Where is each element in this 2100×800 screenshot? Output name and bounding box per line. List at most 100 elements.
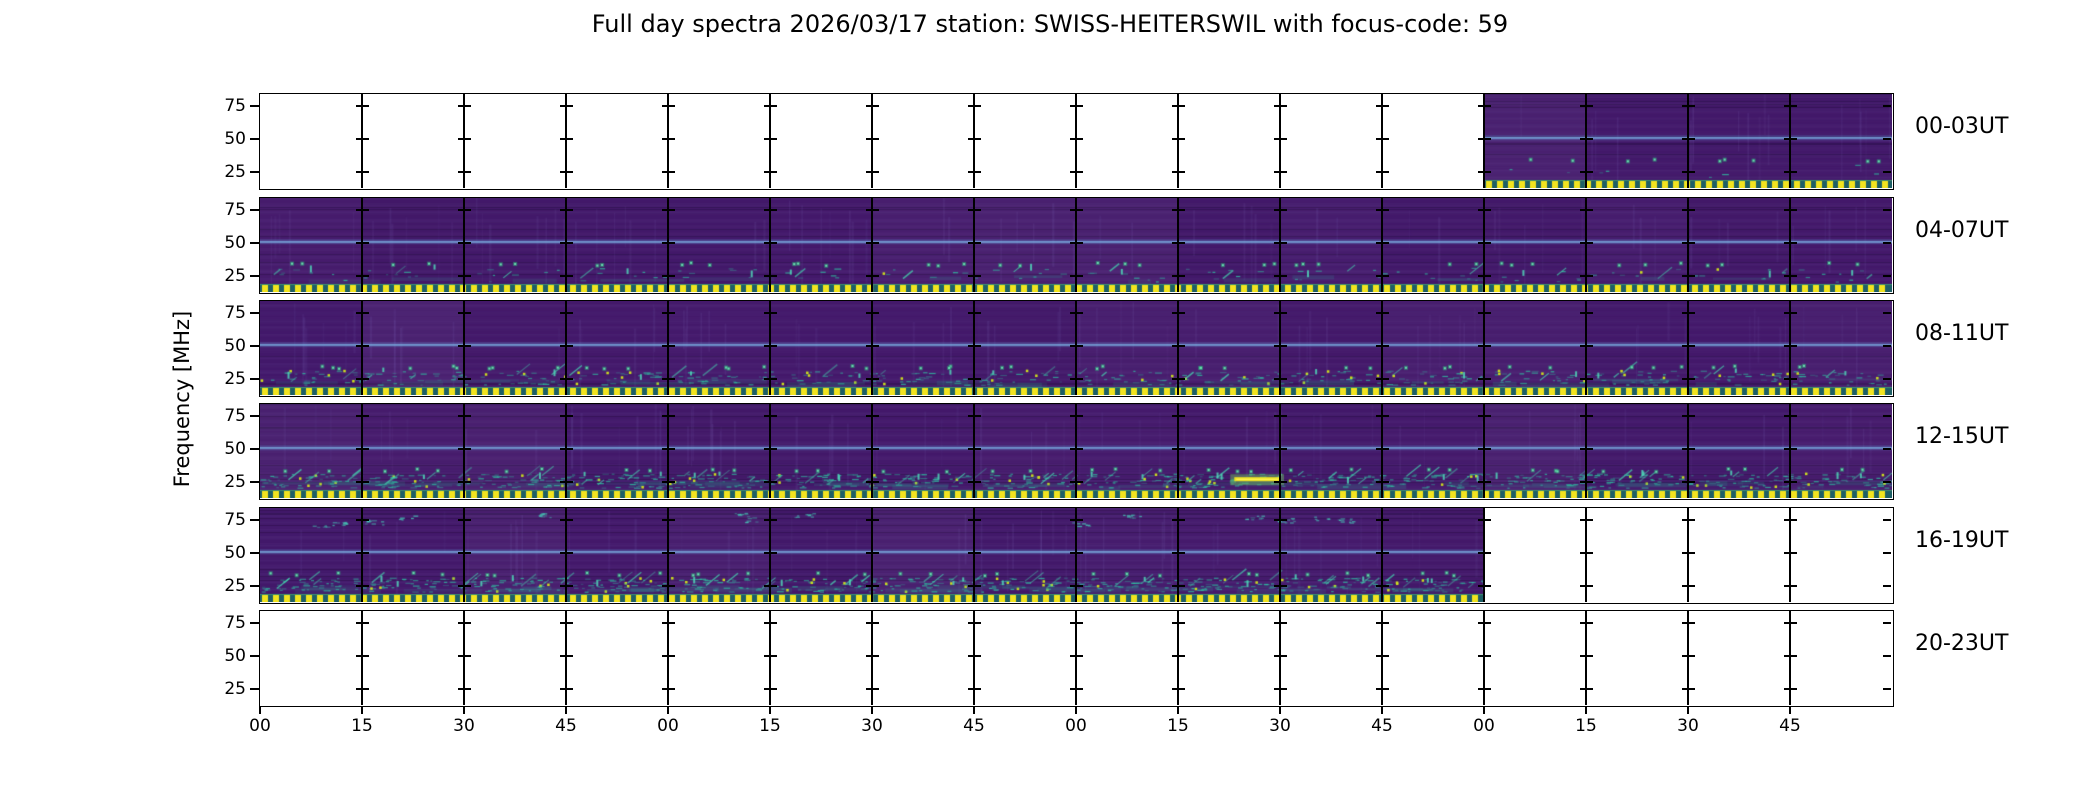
freq-tick-dash [355,242,369,245]
segment-divider [463,301,465,395]
freq-tick-dash [661,275,675,278]
freq-tick-dash [1069,345,1083,348]
y-tick-mark [250,585,259,588]
freq-tick-dash [967,688,981,691]
freq-tick-dash [865,519,879,522]
freq-tick-dash [1273,209,1287,212]
freq-tick-dash [559,622,573,625]
freq-tick-dash [1783,275,1797,278]
freq-tick-dash [661,345,675,348]
freq-tick-dash [1273,275,1287,278]
freq-tick-dash [1477,312,1491,315]
segment-divider [1585,611,1587,705]
freq-tick-dash [1882,585,1891,588]
freq-tick-dash [1783,105,1797,108]
freq-tick-dash [1579,105,1593,108]
freq-tick-dash [865,138,879,141]
freq-tick-dash [1477,585,1491,588]
freq-tick-dash [865,448,879,451]
freq-tick-dash [1477,242,1491,245]
segment-divider [1789,508,1791,602]
freq-tick-dash [661,242,675,245]
freq-tick-dash [1273,171,1287,174]
freq-tick-dash [1171,688,1185,691]
segment-divider [1381,404,1383,498]
freq-tick-dash [1579,655,1593,658]
freq-tick-dash [661,448,675,451]
segment-divider [463,404,465,498]
freq-tick-dash [1171,378,1185,381]
freq-tick-dash [865,688,879,691]
freq-tick-dash [457,345,471,348]
segment-divider [1483,611,1485,705]
freq-tick-dash [457,312,471,315]
x-tick-mark [565,706,567,714]
freq-tick-dash [1681,688,1695,691]
segment-divider [1381,301,1383,395]
x-tick-mark [1279,706,1281,714]
freq-tick-dash [1681,378,1695,381]
freq-tick-dash [1579,345,1593,348]
freq-tick-dash [457,655,471,658]
freq-tick-dash [457,209,471,212]
freq-tick-dash [559,519,573,522]
segment-divider [1585,198,1587,292]
freq-tick-dash [865,378,879,381]
segment-divider [769,198,771,292]
freq-tick-dash [1069,622,1083,625]
freq-tick-dash [1681,171,1695,174]
freq-tick-dash [355,345,369,348]
freq-tick-dash [967,655,981,658]
segment-divider [463,94,465,188]
freq-tick-dash [1681,242,1695,245]
segment-divider [1075,611,1077,705]
freq-tick-dash [1783,378,1797,381]
freq-tick-dash [1579,209,1593,212]
freq-tick-dash [661,655,675,658]
freq-tick-dash [967,481,981,484]
x-tick-label: 00 [1473,716,1495,736]
row-label-00-03UT: 00-03UT [1915,114,2009,139]
freq-tick-dash [1681,209,1695,212]
freq-tick-dash [763,585,777,588]
segment-divider [1585,94,1587,188]
segment-divider [1687,301,1689,395]
freq-tick-dash [1069,552,1083,555]
freq-tick-dash [1783,552,1797,555]
freq-tick-dash [661,105,675,108]
segment-divider [769,404,771,498]
x-tick-mark [1483,706,1485,714]
freq-tick-dash [1579,378,1593,381]
freq-tick-dash [1375,655,1389,658]
freq-tick-dash [1069,448,1083,451]
segment-divider [1177,508,1179,602]
freq-tick-dash [1375,552,1389,555]
freq-tick-dash [1171,552,1185,555]
freq-tick-dash [1477,275,1491,278]
freq-tick-dash [1171,138,1185,141]
freq-tick-dash [1273,138,1287,141]
freq-tick-dash [559,312,573,315]
freq-tick-dash [967,585,981,588]
segment-divider [361,198,363,292]
freq-tick-dash [1681,105,1695,108]
y-tick-label: 50 [224,439,246,460]
segment-divider [667,94,669,188]
segment-divider [565,404,567,498]
y-tick-mark [250,312,259,315]
segment-divider [1483,94,1485,188]
freq-tick-dash [1882,622,1891,625]
freq-tick-dash [865,622,879,625]
x-tick-label: 45 [963,716,985,736]
freq-tick-dash [865,312,879,315]
freq-tick-dash [1579,622,1593,625]
y-tick-label: 25 [224,576,246,597]
segment-divider [871,94,873,188]
segment-divider [1075,301,1077,395]
freq-tick-dash [1882,345,1891,348]
figure-title: Full day spectra 2026/03/17 station: SWI… [591,10,1509,38]
segment-divider [1687,508,1689,602]
segment-divider [973,198,975,292]
freq-tick-dash [1375,519,1389,522]
freq-tick-dash [355,585,369,588]
